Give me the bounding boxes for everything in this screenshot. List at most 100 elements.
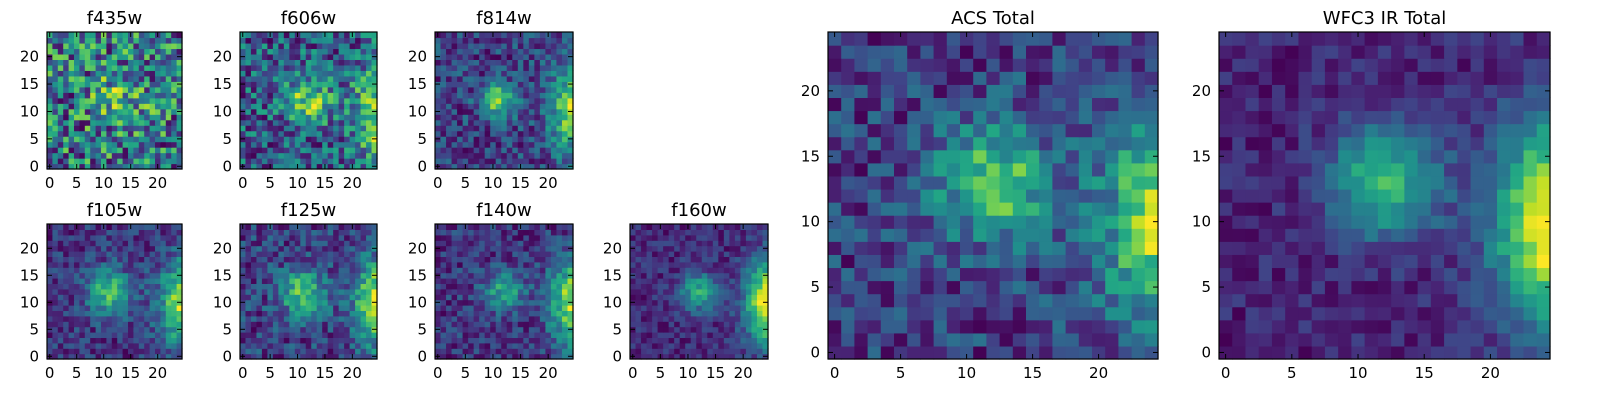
- heatmap-cell: [149, 283, 156, 290]
- heatmap-cell: [1105, 241, 1119, 255]
- heatmap-cell: [1026, 162, 1040, 177]
- heatmap-cell: [300, 299, 307, 306]
- heatmap-cell: [52, 119, 59, 126]
- heatmap-cell: [657, 245, 664, 252]
- heatmap-cell: [240, 278, 247, 284]
- heatmap-cell: [289, 70, 296, 77]
- heatmap-cell: [841, 306, 855, 321]
- heatmap-cell: [630, 342, 637, 349]
- heatmap-cell: [734, 337, 741, 344]
- heatmap-cell: [561, 256, 569, 263]
- heatmap-cell: [63, 278, 70, 284]
- heatmap-cell: [484, 119, 491, 126]
- heatmap-cell: [468, 103, 475, 110]
- heatmap-cell: [138, 163, 145, 170]
- heatmap-cell: [539, 130, 546, 137]
- heatmap-cell: [495, 81, 502, 88]
- heatmap-cell: [74, 234, 80, 241]
- heatmap-cell: [272, 261, 279, 268]
- heatmap-cell: [294, 103, 301, 110]
- heatmap-cell: [512, 163, 519, 170]
- heatmap-cell: [435, 251, 442, 257]
- heatmap-cell: [652, 240, 659, 247]
- heatmap-cell: [894, 188, 908, 203]
- heatmap-cell: [729, 261, 736, 268]
- heatmap-cell: [165, 103, 172, 110]
- heatmap-cell: [278, 158, 285, 165]
- heatmap-cell: [278, 348, 285, 355]
- heatmap-cell: [160, 288, 167, 295]
- heatmap-cell: [468, 229, 475, 236]
- heatmap-cell: [240, 119, 247, 126]
- heatmap-cell: [718, 234, 725, 241]
- heatmap-cell: [267, 245, 274, 252]
- heatmap-cell: [999, 267, 1014, 282]
- heatmap-cell: [523, 229, 530, 236]
- heatmap-cell: [155, 278, 161, 284]
- heatmap-cell: [854, 175, 869, 190]
- heatmap-cell: [240, 42, 247, 50]
- heatmap-cell: [333, 119, 340, 126]
- heatmap-cell: [272, 288, 279, 295]
- heatmap-cell: [1026, 149, 1040, 164]
- heatmap-cell: [176, 315, 183, 322]
- heatmap-cell: [68, 114, 75, 121]
- heatmap-cell: [745, 251, 753, 257]
- heatmap-cell: [322, 294, 329, 301]
- heatmap-cell: [435, 294, 442, 301]
- heatmap-cell: [561, 59, 569, 66]
- heatmap-cell: [149, 315, 156, 322]
- heatmap-cell: [960, 228, 974, 242]
- heatmap-cell: [344, 278, 351, 284]
- heatmap-cell: [517, 267, 524, 274]
- heatmap-cell: [479, 48, 486, 55]
- heatmap-cell: [435, 288, 442, 295]
- heatmap-cell: [1078, 188, 1093, 203]
- heatmap-cell: [723, 272, 730, 279]
- heatmap-cell: [261, 224, 268, 230]
- heatmap-cell: [333, 315, 340, 322]
- heatmap-cell: [57, 299, 64, 306]
- heatmap-cell: [267, 278, 274, 284]
- heatmap-cell: [294, 234, 301, 241]
- heatmap-cell: [240, 310, 247, 317]
- heatmap-cell: [668, 332, 675, 338]
- heatmap-cell: [545, 240, 552, 247]
- heatmap-cell: [567, 141, 574, 148]
- heatmap-cell: [723, 278, 730, 284]
- heatmap-cell: [311, 310, 318, 317]
- heatmap-cell: [468, 299, 475, 306]
- heatmap-cell: [751, 224, 758, 230]
- heatmap-cell: [355, 283, 362, 290]
- heatmap-cell: [528, 261, 535, 268]
- heatmap-cell: [920, 149, 935, 164]
- heatmap-cell: [920, 188, 935, 203]
- heatmap-cell: [95, 152, 102, 159]
- heatmap-cell: [523, 152, 530, 159]
- heatmap-cell: [756, 315, 764, 322]
- heatmap-cell: [462, 234, 469, 241]
- heatmap-cell: [635, 337, 642, 344]
- heatmap-cell: [144, 114, 151, 121]
- heatmap-cell: [305, 353, 312, 360]
- heatmap-cell: [74, 141, 80, 148]
- heatmap-cell: [512, 125, 519, 132]
- heatmap-cell: [973, 241, 987, 255]
- heatmap-cell: [723, 348, 730, 355]
- heatmap-cell: [674, 251, 681, 257]
- heatmap-cell: [322, 158, 329, 165]
- heatmap-cell: [451, 64, 458, 71]
- heatmap-cell: [880, 215, 895, 229]
- heatmap-cell: [176, 294, 183, 301]
- heatmap-cell: [283, 240, 290, 247]
- heatmap-cell: [272, 267, 279, 274]
- heatmap-cell: [550, 42, 558, 50]
- heatmap-cell: [451, 224, 458, 230]
- x-tick-label: 0: [433, 364, 443, 382]
- heatmap-cell: [729, 294, 736, 301]
- heatmap-cell: [300, 353, 307, 360]
- heatmap-cell: [138, 305, 145, 311]
- heatmap-cell: [1052, 175, 1067, 190]
- heatmap-cell: [745, 234, 753, 241]
